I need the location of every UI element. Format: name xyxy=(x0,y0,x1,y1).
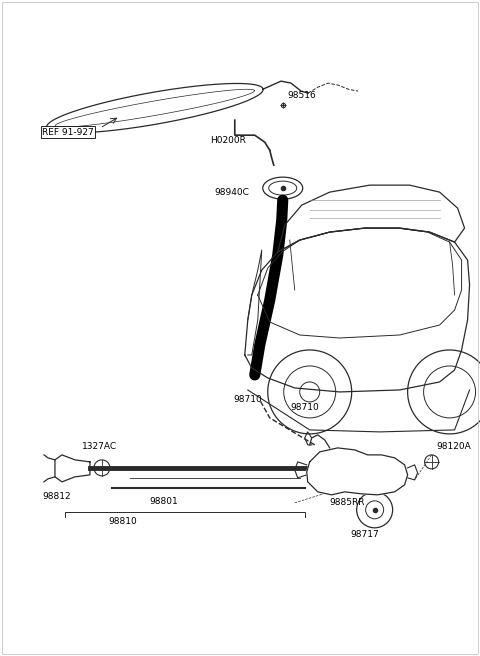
Text: REF 91-927: REF 91-927 xyxy=(42,128,94,136)
Polygon shape xyxy=(307,448,408,495)
Text: 98120A: 98120A xyxy=(437,442,471,451)
Text: 1327AC: 1327AC xyxy=(82,442,117,451)
Circle shape xyxy=(300,382,320,402)
Text: 98710: 98710 xyxy=(233,396,262,405)
Text: 9885RR: 9885RR xyxy=(330,499,365,507)
Text: 98516: 98516 xyxy=(288,91,316,100)
Polygon shape xyxy=(278,185,465,252)
Polygon shape xyxy=(245,228,469,392)
Text: 98812: 98812 xyxy=(42,493,71,501)
Text: 98801: 98801 xyxy=(150,497,179,506)
Text: H0200R: H0200R xyxy=(210,136,246,145)
Text: 98717: 98717 xyxy=(350,530,379,539)
Text: 98940C: 98940C xyxy=(215,188,250,197)
Text: 98710: 98710 xyxy=(290,403,319,413)
Text: 98810: 98810 xyxy=(108,518,137,526)
